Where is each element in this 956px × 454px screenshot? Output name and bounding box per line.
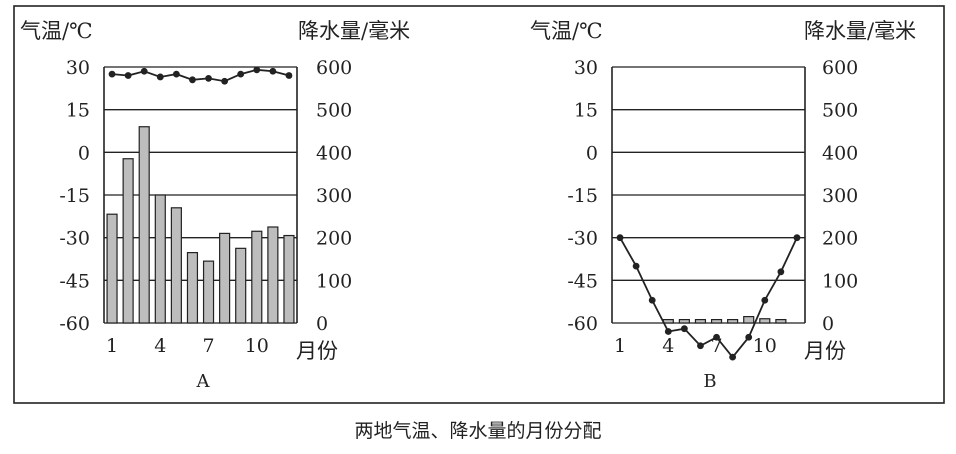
panel-a-precip-tick-label: 400 — [316, 142, 352, 164]
panel-a-month-tick-label: 4 — [154, 335, 166, 357]
panel-a-x-axis-title: 月份 — [296, 339, 338, 363]
panel-b-precip-tick-label: 100 — [822, 270, 858, 292]
panel-b-temp-tick-label: -45 — [567, 270, 598, 292]
panel-a-precip-bar — [251, 230, 263, 324]
panel-b-temp-tick-label: -30 — [567, 228, 598, 250]
panel-a-month-tick-label: 7 — [202, 335, 214, 357]
panel-a-label: A — [196, 371, 211, 392]
panel-a-precip-tick-label: 500 — [316, 100, 352, 122]
panel-b-month-tick-label: 4 — [662, 335, 674, 357]
panel-b-temp-point — [745, 333, 753, 341]
panel-a-temp-tick-label: 15 — [66, 100, 90, 122]
panel-b-left-axis-title: 气温/℃ — [530, 19, 603, 43]
panel-a-temp-tick-label: -30 — [59, 228, 90, 250]
panel-b-temp-point — [648, 296, 656, 304]
panel-b-precip-bar — [662, 318, 674, 324]
panel-a-temp-point — [124, 72, 132, 79]
panel-b-temp-point — [729, 353, 737, 361]
panel-a-temp-point — [189, 76, 196, 84]
panel-a-temp-point — [140, 67, 148, 75]
panel-a-precip-tick-label: 600 — [316, 57, 352, 79]
panel-b-precip-tick-label: 300 — [822, 185, 858, 207]
panel-a-temp-point — [269, 67, 277, 75]
panel-b-precip-tick-label: 400 — [822, 142, 858, 164]
panel-a-precip-bar — [122, 158, 134, 324]
panel-a-precip-bar — [202, 260, 215, 324]
panel-b-temp-point — [616, 234, 624, 242]
panel-a-precip-bar — [106, 213, 118, 324]
panel-a-precip-bar — [283, 234, 295, 324]
panel-a-precip-bar — [235, 247, 247, 324]
panel-b-precip-bar — [710, 318, 723, 324]
panel-a-temp-line — [111, 68, 290, 83]
panel-a-month-tick-label: 10 — [245, 335, 269, 357]
panel-b-temp-point — [793, 234, 801, 242]
panel-a-left-axis-title: 气温/℃ — [20, 19, 93, 43]
panel-a-precip-tick-label: 100 — [316, 270, 352, 292]
panel-a-month-tick-label: 1 — [106, 335, 118, 357]
panel-b-x-axis-title: 月份 — [804, 339, 846, 363]
figure-frame — [13, 5, 945, 404]
panel-b-temp-tick-label: 15 — [574, 100, 598, 122]
panel-a-precip-bar — [267, 226, 279, 324]
panel-a-temp-tick-label: -15 — [59, 185, 90, 207]
chart-panel-a: 气温/℃ 降水量/毫米 月份 A 30 15 0 -15 -30 -45 -60 600 500… — [20, 19, 410, 392]
panel-a-temp-point — [156, 73, 164, 81]
panel-a-precip-tick-label: 200 — [316, 228, 352, 250]
panel-a-temp-point — [205, 74, 212, 82]
panel-b-temp-point — [777, 268, 785, 276]
panel-b-label: B — [703, 371, 716, 392]
panel-a-temp-point — [253, 66, 261, 74]
panel-a-temp-point — [285, 72, 293, 79]
panel-b-precip-bar — [775, 318, 787, 324]
chart-panel-b: 气温/℃ 降水量/毫米 月份 B 30 15 0 -15 -30 -45 -60 600 500… — [530, 19, 916, 392]
panel-a-precip-bar — [186, 252, 199, 324]
panel-b-temp-point — [761, 296, 769, 304]
panel-a-temp-point — [108, 70, 116, 78]
panel-b-temp-point — [713, 333, 720, 341]
panel-a-temp-tick-label: 30 — [66, 57, 90, 79]
panel-b-temp-line — [619, 237, 798, 359]
panel-b-temp-tick-label: 30 — [574, 57, 598, 79]
figure-caption: 两地气温、降水量的月份分配 — [354, 420, 601, 442]
panel-b-precip-bar — [678, 318, 690, 324]
panel-b-temp-tick-label: -15 — [567, 185, 598, 207]
panel-b-temp-point — [664, 328, 672, 335]
panel-b-precip-tick-label: 600 — [822, 57, 858, 79]
panel-b-right-axis-title: 降水量/毫米 — [804, 19, 916, 43]
panel-a-precip-bar — [170, 207, 182, 324]
panel-b-month-tick-label: 1 — [614, 335, 626, 357]
panel-a-temp-point — [221, 77, 229, 85]
panel-a-temp-point — [237, 70, 245, 78]
panel-a-precip-bar — [154, 194, 166, 324]
panel-b-temp-point — [680, 325, 688, 333]
panel-a-temp-tick-label: -60 — [59, 313, 90, 335]
panel-b-precip-tick-label: 500 — [822, 100, 858, 122]
panel-b-temp-point — [697, 342, 704, 350]
panel-a-temp-tick-label: 0 — [78, 142, 90, 164]
panel-a-precip-bar — [138, 126, 150, 324]
panel-a-precip-tick-label: 300 — [316, 185, 352, 207]
panel-b-month-tick-label: 10 — [753, 335, 777, 357]
panel-a-right-axis-title: 降水量/毫米 — [298, 19, 410, 43]
panel-b-precip-tick-label: 200 — [822, 228, 858, 250]
panel-b-precip-bar — [759, 318, 771, 324]
panel-b-precip-bar — [743, 316, 755, 324]
panel-b-temp-tick-label: -60 — [567, 313, 598, 335]
panel-b-precip-bar — [694, 318, 707, 324]
panel-b-temp-point — [632, 262, 640, 270]
panel-b-precip-tick-label: 0 — [822, 313, 834, 335]
panel-a-temp-tick-label: -45 — [59, 270, 90, 292]
panel-a-precip-bar — [219, 232, 231, 324]
panel-a-precip-tick-label: 0 — [316, 313, 328, 335]
panel-a-temp-point — [172, 70, 180, 78]
panel-b-temp-tick-label: 0 — [586, 142, 598, 164]
panel-b-precip-bar — [727, 318, 739, 324]
